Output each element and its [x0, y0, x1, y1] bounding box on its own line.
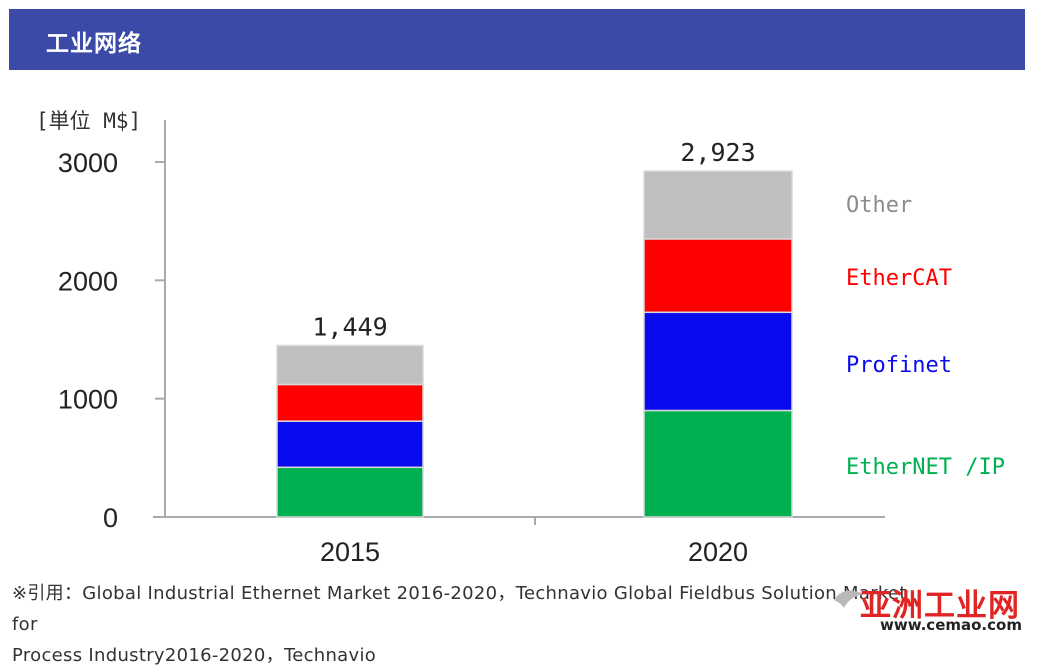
bar-segment [643, 311, 793, 412]
bar-stacks: 1,449 2015 2,923 2020 [276, 138, 793, 567]
y-axis-unit-label: [単位 M$] [36, 109, 141, 133]
bar-total-label: 2,923 [680, 138, 755, 167]
legend: EtherNET /IP Profinet EtherCAT Other [846, 193, 1005, 480]
watermark-url: www.cemao.com [880, 616, 1022, 634]
page-title: 工业网络 [46, 31, 142, 57]
y-tick-label: 2000 [58, 266, 118, 296]
bar-segment [276, 466, 424, 518]
bar-segment [643, 409, 793, 518]
header-bar: 工业网络 [9, 9, 1025, 70]
stacked-bar-chart: [単位 M$] 0 1000 2000 3000 1,449 2015 2,923 2020… [36, 109, 1005, 567]
source-line-2: Process Industry2016-2020，Technavio [12, 645, 377, 666]
source-line-1: ※引用：Global Industrial Ethernet Market 20… [12, 583, 907, 635]
bird-logo-icon [834, 590, 864, 608]
watermark: 亚洲工业网 www.cemao.com [830, 580, 1030, 636]
y-tick-label: 3000 [58, 148, 118, 178]
bar-segment [276, 344, 424, 386]
bar-segment [643, 170, 793, 240]
x-tick-label: 2015 [320, 537, 380, 567]
bar-total-label: 1,449 [312, 313, 387, 342]
x-tick-label: 2020 [688, 537, 748, 567]
y-tick-label: 0 [103, 503, 118, 533]
source-citation: ※引用：Global Industrial Ethernet Market 20… [12, 578, 912, 671]
legend-entry: Other [846, 193, 912, 218]
legend-entry: EtherNET /IP [846, 455, 1005, 480]
y-axis-ticks: 0 1000 2000 3000 [58, 148, 165, 533]
y-tick-label: 1000 [58, 385, 118, 415]
bar-segment [276, 420, 424, 469]
bar-segment [276, 383, 424, 422]
legend-entry: EtherCAT [846, 266, 952, 291]
watermark-text: 亚洲工业网 [860, 588, 1020, 624]
legend-entry: Profinet [846, 353, 952, 378]
bar-segment [643, 238, 793, 314]
